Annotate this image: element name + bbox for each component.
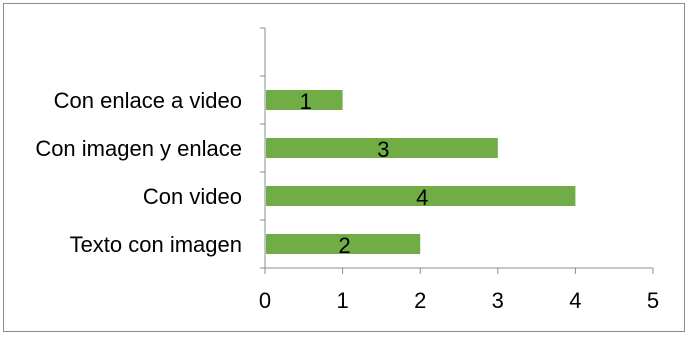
- axes: [260, 27, 654, 274]
- bars: [266, 90, 576, 254]
- bar: [266, 186, 576, 206]
- x-tick-label: 5: [647, 288, 659, 313]
- category-label: Con enlace a video: [54, 88, 242, 113]
- data-label: 4: [416, 185, 428, 210]
- x-tick-label: 1: [336, 288, 348, 313]
- category-label: Con video: [143, 184, 242, 209]
- x-tick-label: 3: [492, 288, 504, 313]
- labels: 0 1 2 3 4 5 Texto con imagen 2 Con video 4 Con ima…: [35, 88, 659, 313]
- category-label: Con imagen y enlace: [35, 136, 242, 161]
- data-label: 2: [338, 233, 350, 258]
- data-label: 1: [300, 89, 312, 114]
- x-tick-label: 0: [259, 288, 271, 313]
- x-tick-label: 4: [569, 288, 581, 313]
- bar: [266, 234, 421, 254]
- x-tick-label: 2: [414, 288, 426, 313]
- data-label: 3: [377, 137, 389, 162]
- bar: [266, 138, 498, 158]
- category-label: Texto con imagen: [70, 232, 242, 257]
- bar: [266, 90, 343, 110]
- chart-area: [3, 3, 685, 332]
